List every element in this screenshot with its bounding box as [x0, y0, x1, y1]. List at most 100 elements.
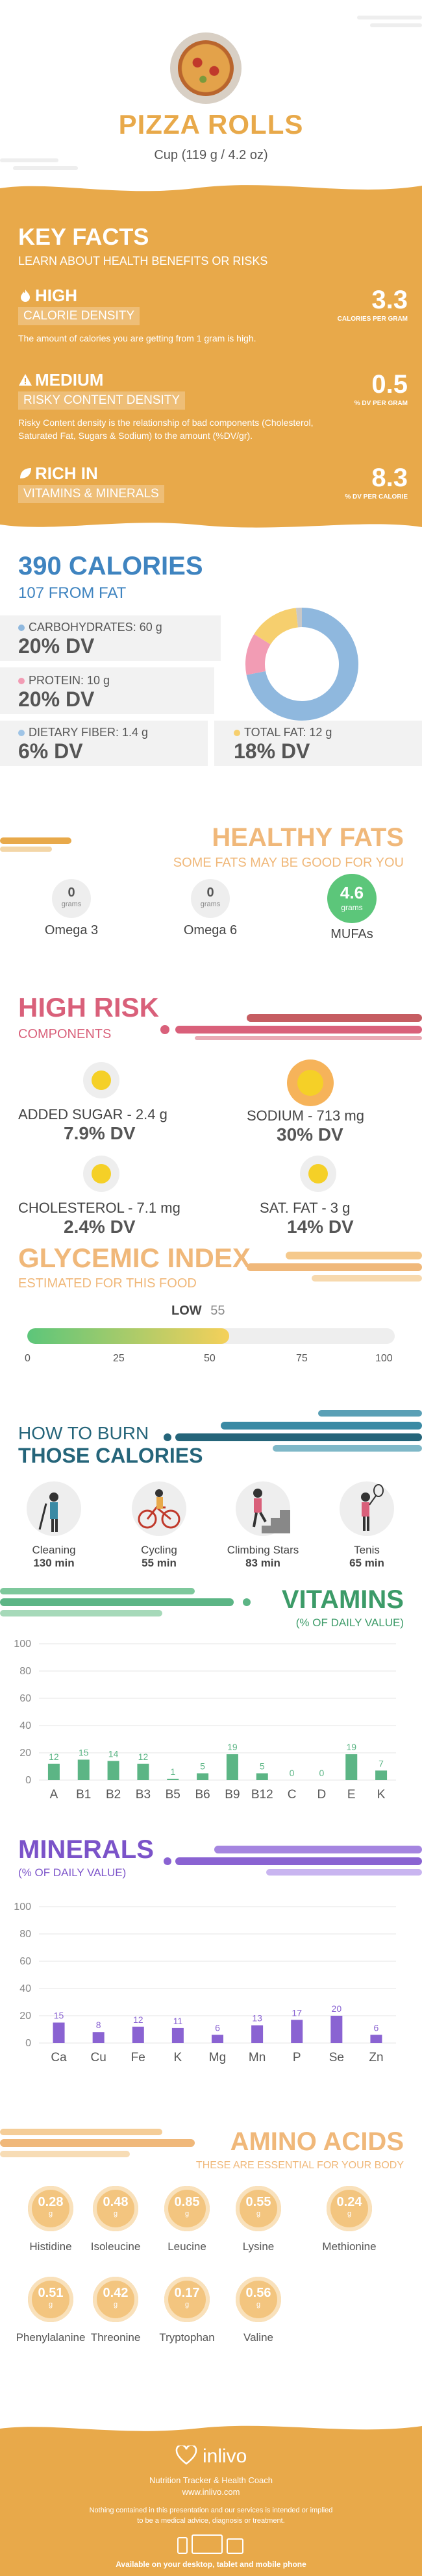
bar-value-label: 17 — [292, 2007, 302, 2018]
amino-value: 0.48 — [93, 2195, 138, 2210]
y-tick-label: 100 — [14, 1639, 31, 1650]
healthy-fats-section: HEALTHY FATS SOME FATS MAY BE GOOD FOR Y… — [0, 810, 422, 989]
category-label: K — [174, 2051, 182, 2064]
amino-name: Methionine — [310, 2240, 388, 2253]
glycemic-fill — [27, 1328, 229, 1344]
tick-label: 25 — [113, 1353, 125, 1365]
fat-mufas: 4.6 grams MUFAs — [319, 874, 384, 942]
amino-name: Leucine — [148, 2240, 226, 2253]
bar-value-label: 14 — [108, 1749, 119, 1759]
activity-name: Climbing Stars — [221, 1544, 305, 1557]
bar-value-label: 8 — [96, 2020, 101, 2030]
category-label: B6 — [195, 1788, 210, 1802]
serving-size: Cup (119 g / 4.2 oz) — [0, 148, 422, 163]
header: PIZZA ROLLS Cup (119 g / 4.2 oz) — [0, 0, 422, 174]
donut-slice — [255, 639, 262, 673]
category-label: B3 — [136, 1788, 151, 1802]
amino-value: 0.56 — [236, 2286, 281, 2301]
activity-name: Cycling — [123, 1544, 195, 1557]
burn-section: HOW TO BURN THOSE CALORIES Cleaning 130 … — [0, 1397, 422, 1585]
minerals-title: MINERALS — [18, 1835, 154, 1864]
y-tick-label: 40 — [19, 1983, 31, 1994]
category-label: D — [317, 1788, 327, 1802]
amino-subtitle: THESE ARE ESSENTIAL FOR YOUR BODY — [196, 2160, 404, 2172]
fact-label: VITAMINS & MINERALS — [18, 485, 164, 503]
bar-value-label: 5 — [260, 1761, 265, 1772]
glycemic-subtitle: ESTIMATED FOR THIS FOOD — [18, 1276, 197, 1291]
bar — [375, 1770, 387, 1780]
fact-value: 3.3 — [371, 286, 408, 315]
fat-value: 4.6 — [327, 883, 377, 903]
y-tick-label: 80 — [19, 1929, 31, 1940]
footer: inlivo Nutrition Tracker & Health Coach … — [0, 2418, 422, 2576]
macro-label: PROTEIN: 10 g — [29, 674, 110, 687]
legend-dot — [234, 730, 240, 736]
donut-slice — [262, 617, 297, 639]
y-tick-label: 80 — [19, 1666, 31, 1677]
fact-value: 0.5 — [371, 370, 408, 399]
category-label: B1 — [76, 1788, 91, 1802]
activity-time: 130 min — [18, 1557, 90, 1570]
smiley-icon — [83, 1062, 119, 1098]
amino-unit: g — [93, 2301, 138, 2309]
category-label: Ca — [51, 2051, 67, 2064]
website-link[interactable]: www.inlivo.com — [0, 2487, 422, 2497]
glycemic-section: GLYCEMIC INDEX ESTIMATED FOR THIS FOOD L… — [0, 1236, 422, 1397]
macro-label: CARBOHYDRATES: 60 g — [29, 621, 162, 634]
bar — [197, 1774, 208, 1781]
devices-icon — [175, 2534, 247, 2556]
y-tick-label: 0 — [25, 2038, 31, 2049]
bar — [132, 2027, 144, 2043]
bar — [137, 1764, 149, 1780]
risk-title: HIGH RISK — [18, 992, 159, 1023]
category-label: C — [288, 1788, 297, 1802]
cleaning-icon — [27, 1481, 81, 1536]
fact-level: MEDIUM — [35, 370, 103, 390]
amino-name: Valine — [219, 2331, 297, 2344]
bar-value-label: 12 — [133, 2014, 143, 2025]
decor-stripes — [162, 1405, 422, 1457]
brand[interactable]: inlivo — [0, 2446, 422, 2468]
amino-section: AMINO ACIDS THESE ARE ESSENTIAL FOR YOUR… — [0, 2127, 422, 2418]
tennis-icon — [340, 1481, 394, 1536]
heart-logo-icon — [175, 2446, 197, 2465]
fats-subtitle: SOME FATS MAY BE GOOD FOR YOU — [173, 856, 404, 871]
bar — [212, 2035, 223, 2043]
risk-dv: 30% DV — [277, 1124, 409, 1145]
activity-name: Cleaning — [18, 1544, 90, 1557]
risk-dv: 14% DV — [287, 1217, 409, 1236]
smiley-icon — [300, 1156, 336, 1192]
fat-unit: grams — [191, 900, 230, 908]
fat-omega6: 0 grams Omega 6 — [178, 879, 243, 938]
glycemic-title: GLYCEMIC INDEX — [18, 1243, 251, 1274]
y-tick-label: 60 — [19, 1693, 31, 1704]
decor-stripes — [0, 2127, 214, 2166]
bar — [53, 2023, 65, 2044]
bar — [256, 1774, 268, 1781]
macro-dv: 20% DV — [18, 687, 110, 712]
macro-protein: PROTEIN: 10 g 20% DV — [18, 674, 110, 712]
food-image — [170, 32, 242, 104]
fat-name: MUFAs — [319, 927, 384, 942]
key-facts-subtitle: LEARN ABOUT HEALTH BENEFITS OR RISKS — [18, 254, 267, 268]
wave-divider — [0, 174, 422, 200]
wave-divider — [0, 518, 422, 538]
fact-vitamins-minerals: RICH IN VITAMINS & MINERALS 8.3 % DV PER… — [18, 464, 408, 503]
glycemic-readout: LOW 55 — [171, 1304, 225, 1319]
fat-badge: 0 grams — [191, 879, 230, 918]
bar — [251, 2025, 263, 2043]
fact-description: The amount of calories you are getting f… — [18, 332, 323, 345]
glycemic-track — [27, 1328, 395, 1344]
vitamins-title: VITAMINS — [282, 1585, 404, 1615]
stairs-icon — [236, 1481, 290, 1536]
bar-value-label: 13 — [252, 2013, 262, 2024]
fact-description: Risky Content density is the relationshi… — [18, 416, 323, 442]
amino-value: 0.85 — [164, 2195, 210, 2210]
risk-subtitle: COMPONENTS — [18, 1027, 111, 1042]
amino-unit: g — [164, 2301, 210, 2309]
risk-dv: 2.4% DV — [64, 1217, 200, 1236]
bar-value-label: 15 — [54, 2011, 64, 2021]
